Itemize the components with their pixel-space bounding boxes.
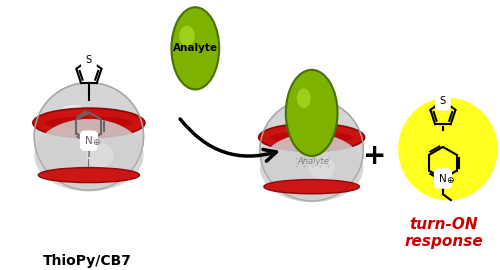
Ellipse shape (40, 89, 135, 182)
Ellipse shape (36, 84, 142, 188)
Ellipse shape (38, 168, 140, 183)
Ellipse shape (56, 105, 114, 163)
Ellipse shape (34, 83, 144, 190)
Ellipse shape (76, 126, 87, 137)
Ellipse shape (64, 113, 104, 153)
Ellipse shape (68, 118, 98, 147)
Ellipse shape (66, 116, 100, 149)
Ellipse shape (74, 124, 89, 139)
Ellipse shape (53, 105, 94, 137)
Ellipse shape (44, 92, 131, 178)
Ellipse shape (34, 119, 144, 191)
Ellipse shape (39, 87, 138, 184)
Ellipse shape (300, 140, 310, 151)
Ellipse shape (70, 120, 96, 145)
Ellipse shape (294, 134, 318, 158)
Ellipse shape (270, 110, 349, 188)
Ellipse shape (53, 102, 118, 167)
Ellipse shape (295, 136, 316, 156)
Ellipse shape (45, 94, 129, 176)
Ellipse shape (46, 96, 127, 174)
Ellipse shape (285, 125, 330, 169)
Ellipse shape (58, 107, 112, 161)
Ellipse shape (301, 142, 308, 149)
Ellipse shape (266, 105, 356, 193)
Ellipse shape (38, 86, 140, 186)
Ellipse shape (288, 128, 326, 166)
Ellipse shape (263, 102, 360, 197)
Ellipse shape (172, 7, 219, 89)
Ellipse shape (264, 104, 358, 195)
Ellipse shape (52, 100, 120, 168)
Ellipse shape (73, 123, 91, 141)
Ellipse shape (260, 134, 364, 202)
Ellipse shape (284, 124, 332, 171)
Ellipse shape (280, 120, 336, 175)
Ellipse shape (45, 116, 132, 130)
Text: +: + (362, 142, 386, 170)
Ellipse shape (296, 89, 310, 108)
Ellipse shape (79, 129, 83, 133)
Ellipse shape (258, 123, 364, 151)
Text: ⊕: ⊕ (92, 138, 100, 147)
Ellipse shape (296, 137, 314, 154)
Ellipse shape (78, 128, 85, 135)
Ellipse shape (48, 97, 124, 173)
Text: N: N (439, 174, 447, 184)
Ellipse shape (260, 99, 364, 201)
Text: N: N (85, 136, 93, 146)
Ellipse shape (289, 130, 324, 164)
Ellipse shape (302, 143, 306, 147)
Ellipse shape (262, 101, 362, 199)
Text: I: I (88, 159, 90, 169)
Ellipse shape (276, 116, 342, 180)
Ellipse shape (60, 110, 108, 157)
Ellipse shape (286, 127, 328, 167)
Ellipse shape (34, 83, 144, 190)
Text: response: response (404, 234, 483, 249)
Ellipse shape (264, 180, 360, 194)
Ellipse shape (270, 131, 353, 144)
Ellipse shape (50, 99, 122, 170)
Ellipse shape (279, 119, 338, 177)
Ellipse shape (54, 104, 116, 164)
Text: S: S (86, 55, 92, 65)
Text: turn-ON: turn-ON (410, 217, 478, 232)
Text: Analyte: Analyte (173, 43, 218, 53)
Ellipse shape (286, 70, 338, 156)
Ellipse shape (290, 131, 322, 162)
Ellipse shape (33, 108, 145, 138)
Ellipse shape (298, 139, 312, 153)
Ellipse shape (268, 108, 351, 190)
Ellipse shape (62, 112, 106, 155)
Ellipse shape (59, 108, 110, 158)
Text: Analyte: Analyte (298, 157, 330, 166)
Ellipse shape (278, 117, 340, 178)
Ellipse shape (42, 91, 133, 180)
Ellipse shape (282, 122, 334, 173)
Ellipse shape (260, 99, 364, 201)
Ellipse shape (398, 98, 498, 200)
Ellipse shape (278, 120, 316, 151)
Text: ⊕: ⊕ (446, 176, 454, 185)
Ellipse shape (86, 143, 114, 167)
Ellipse shape (72, 121, 94, 143)
Ellipse shape (273, 113, 345, 184)
Ellipse shape (274, 114, 344, 182)
Ellipse shape (292, 133, 320, 160)
Ellipse shape (309, 156, 335, 179)
Ellipse shape (268, 107, 354, 192)
Ellipse shape (179, 26, 194, 46)
Text: ThioPy/CB7: ThioPy/CB7 (42, 254, 132, 268)
Text: S: S (440, 96, 446, 106)
Ellipse shape (272, 112, 347, 186)
Ellipse shape (65, 115, 102, 151)
